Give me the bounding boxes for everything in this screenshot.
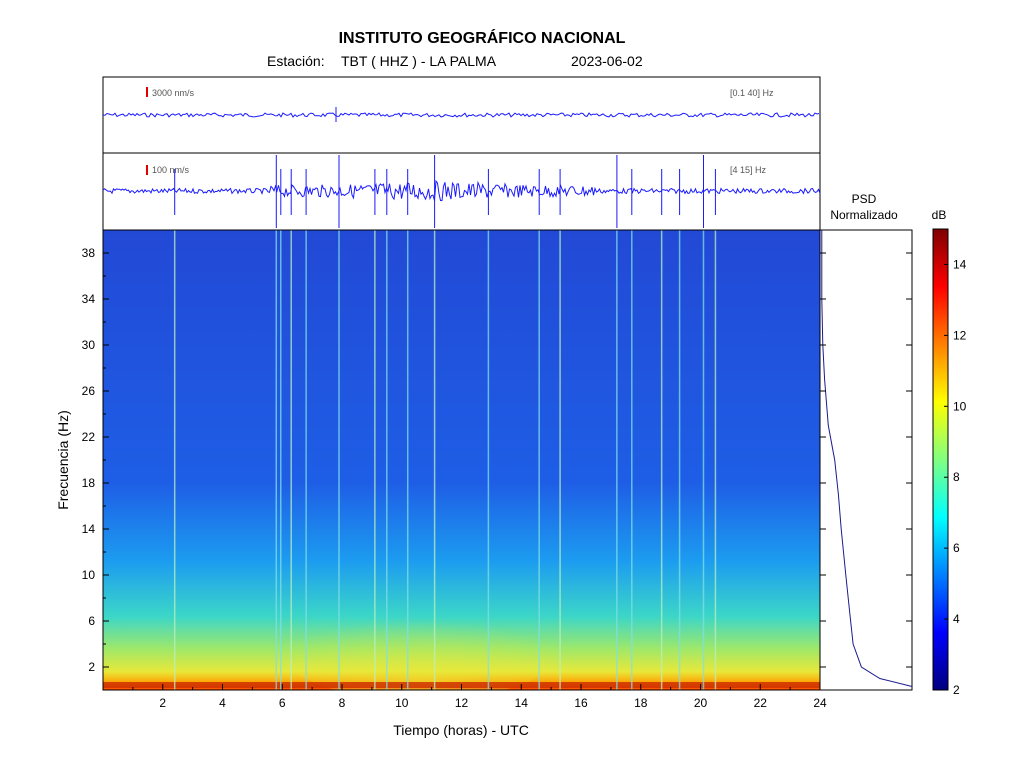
x-tick-label: 20 — [694, 696, 708, 710]
y-tick-label: 10 — [82, 568, 96, 582]
y-tick-label: 26 — [82, 384, 96, 398]
colorbar: dB 2 4 6 8 10 12 14 — [932, 208, 967, 697]
colorbar-tick-label: 14 — [953, 257, 967, 271]
x-tick-label: 6 — [279, 696, 286, 710]
scale-bar-bottom — [146, 165, 148, 175]
x-tick-label: 24 — [813, 696, 827, 710]
x-tick-label: 22 — [754, 696, 768, 710]
y-tick-label: 30 — [82, 338, 96, 352]
trace-panel-broadband: 3000 nm/s [0.1 40] Hz — [102, 76, 821, 154]
trace-panel-filtered: 100 nm/s [4 15] Hz — [102, 152, 821, 231]
psd-subtitle: Normalizado — [830, 208, 898, 222]
station-prefix: Estación: — [267, 53, 325, 69]
colorbar-tick-label: 6 — [953, 541, 960, 555]
colorbar-unit: dB — [932, 208, 947, 222]
y-tick-label: 18 — [82, 476, 96, 490]
psd-curve — [821, 230, 913, 687]
x-tick-label: 12 — [455, 696, 469, 710]
waveform-top — [102, 107, 820, 122]
x-tick-label: 18 — [634, 696, 648, 710]
colorbar-tick-label: 12 — [953, 328, 967, 342]
x-tick-label: 16 — [574, 696, 588, 710]
psd-panel: PSD Normalizado — [819, 192, 913, 691]
x-tick-label: 8 — [339, 696, 346, 710]
figure-title: INSTITUTO GEOGRÁFICO NACIONAL — [339, 28, 626, 47]
y-axis-label: Frecuencia (Hz) — [55, 410, 71, 510]
band-label-bottom: [4 15] Hz — [730, 165, 767, 175]
y-tick-label: 2 — [88, 660, 95, 674]
y-tick-label: 22 — [82, 430, 96, 444]
psd-title: PSD — [852, 192, 877, 206]
figure-date: 2023-06-02 — [571, 53, 643, 69]
x-tick-label: 14 — [515, 696, 529, 710]
x-tick-label: 2 — [159, 696, 166, 710]
x-tick-label: 10 — [395, 696, 409, 710]
colorbar-tick-label: 8 — [953, 470, 960, 484]
y-tick-label: 14 — [82, 522, 96, 536]
colorbar-tick-label: 10 — [953, 399, 967, 413]
scale-label-top: 3000 nm/s — [152, 88, 195, 98]
waveform-bottom — [102, 155, 821, 228]
x-tick-label: 4 — [219, 696, 226, 710]
y-tick-label: 34 — [82, 292, 96, 306]
band-label-top: [0.1 40] Hz — [730, 88, 774, 98]
tremor-energy-region — [280, 600, 560, 690]
scale-bar-top — [146, 87, 148, 97]
scale-label-bottom: 100 nm/s — [152, 165, 190, 175]
colorbar-scale — [932, 228, 949, 691]
station-name: TBT ( HHZ ) - LA PALMA — [341, 53, 497, 69]
y-tick-label: 38 — [82, 246, 96, 260]
y-tick-label: 6 — [88, 614, 95, 628]
colorbar-tick-label: 2 — [953, 683, 960, 697]
colorbar-tick-label: 4 — [953, 612, 960, 626]
x-axis-label: Tiempo (horas) - UTC — [393, 722, 529, 738]
